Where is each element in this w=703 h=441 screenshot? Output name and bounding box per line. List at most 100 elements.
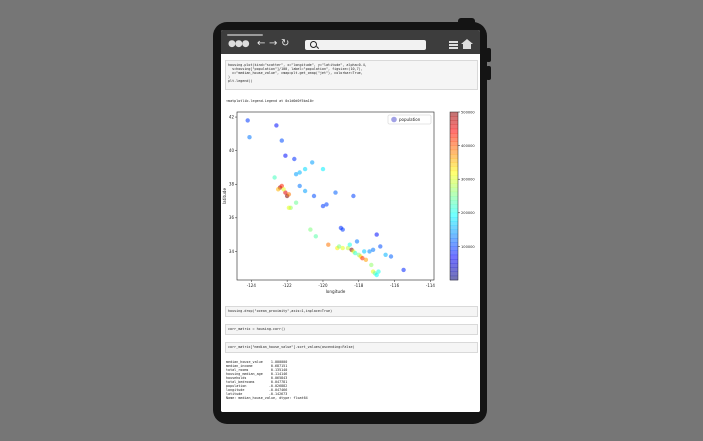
data-point xyxy=(274,123,279,128)
y-tick-label: 34 xyxy=(229,249,235,254)
colorbar-segment xyxy=(450,112,458,117)
colorbar-segment xyxy=(450,271,458,277)
data-point xyxy=(370,247,376,252)
data-point xyxy=(347,242,352,247)
notebook-content: housing.plot(kind="scatter", x="longitud… xyxy=(221,54,480,412)
code-cell-corr[interactable]: corr_matrix = housing.corr() xyxy=(225,324,478,335)
data-point xyxy=(376,269,381,274)
colorbar-segment xyxy=(450,154,458,159)
code-lines: housing.plot(kind="scatter", x="longitud… xyxy=(228,63,367,83)
output-line: households 0.065843 xyxy=(226,376,288,380)
data-point xyxy=(245,118,250,123)
output-line: median_house_value 1.000000 xyxy=(226,360,288,364)
forward-arrow-icon[interactable]: → xyxy=(269,38,278,49)
data-point xyxy=(283,153,288,158)
x-tick-label: -118 xyxy=(354,283,364,288)
data-point xyxy=(308,227,313,232)
data-point xyxy=(297,170,302,175)
colorbar-segment xyxy=(450,196,458,201)
reload-icon[interactable]: ↻ xyxy=(281,38,290,49)
data-point xyxy=(313,234,318,239)
tablet-camera-bump xyxy=(458,18,475,26)
colorbar-segment xyxy=(450,128,458,134)
colorbar-segment xyxy=(450,149,458,155)
colorbar-segment xyxy=(450,179,458,184)
colorbar-segment xyxy=(450,208,458,214)
colorbar-segment xyxy=(450,116,458,121)
colorbar-segment xyxy=(450,242,458,247)
data-point xyxy=(340,227,345,232)
data-point xyxy=(320,166,326,172)
plot-axes-frame xyxy=(236,111,435,281)
data-point xyxy=(281,187,286,192)
legend-label: population xyxy=(399,117,421,122)
colorbar-tick-label: 100000 xyxy=(461,245,475,249)
volume-up-button xyxy=(486,48,491,62)
colorbar-segment xyxy=(450,133,458,138)
data-point xyxy=(363,257,369,262)
colorbar-tick-label: 200000 xyxy=(461,211,475,215)
colorbar-segment xyxy=(450,250,458,256)
colorbar-segment xyxy=(450,137,458,142)
data-point xyxy=(374,272,379,278)
home-icon[interactable] xyxy=(461,39,473,49)
data-point xyxy=(283,190,288,195)
code-line: c="median_house_value", cmap=plt.get_cma… xyxy=(228,71,363,75)
data-point xyxy=(297,183,302,189)
code-line: housing.drop("ocean_proximity",axis=1,in… xyxy=(228,309,333,313)
address-bar[interactable] xyxy=(305,40,426,50)
colorbar-segment xyxy=(450,166,458,172)
y-axis-label: latitude xyxy=(222,188,227,204)
data-point xyxy=(292,156,297,162)
output-line: total_bedrooms 0.047781 xyxy=(226,380,288,384)
back-arrow-icon[interactable]: ← xyxy=(257,38,266,49)
data-point xyxy=(336,244,342,249)
menu-icon[interactable] xyxy=(449,41,458,49)
data-point xyxy=(272,175,277,180)
corr-output: median_house_value 1.000000 median_income… xyxy=(226,360,308,400)
data-point xyxy=(383,252,388,257)
code-cell-drop[interactable]: housing.drop("ocean_proximity",axis=1,in… xyxy=(225,306,478,317)
output-line: population -0.026882 xyxy=(226,384,288,388)
y-tick-label: 42 xyxy=(229,114,235,119)
x-axis-label: longitude xyxy=(326,289,346,294)
colorbar-tick-label: 400000 xyxy=(461,144,475,148)
colorbar-segment xyxy=(450,267,458,272)
colorbar-segment xyxy=(450,233,458,239)
colorbar-segment xyxy=(450,217,458,222)
output-line: longitude -0.047466 xyxy=(226,388,288,392)
cell-output-text: <matplotlib.legend.Legend at 0x1d0d0f5ba… xyxy=(226,99,314,103)
data-point xyxy=(362,249,367,254)
colorbar-segment xyxy=(450,229,458,235)
colorbar-segment xyxy=(450,259,458,264)
colorbar-segment xyxy=(450,162,458,167)
colorbar-segment xyxy=(450,124,458,130)
colorbar-segment xyxy=(450,187,458,193)
colorbar-segment xyxy=(450,212,458,218)
x-tick-label: -124 xyxy=(247,283,257,288)
code-line: s=housing["population"]/100, label="popu… xyxy=(228,67,363,71)
data-point xyxy=(345,245,351,251)
status-bar-line xyxy=(227,34,263,36)
colorbar-tick-label: 300000 xyxy=(461,178,475,182)
output-line: total_rooms 0.135140 xyxy=(226,368,288,372)
colorbar-segment xyxy=(450,254,458,260)
data-point xyxy=(324,202,329,207)
search-icon xyxy=(310,41,317,48)
code-cell-plot[interactable]: housing.plot(kind="scatter", x="longitud… xyxy=(225,60,478,90)
code-line: housing.plot(kind="scatter", x="longitud… xyxy=(228,63,367,67)
code-cell-sort[interactable]: corr_matrix["median_house_value"].sort_v… xyxy=(225,342,478,353)
colorbar-segment xyxy=(450,141,458,146)
data-point xyxy=(286,205,292,210)
data-point xyxy=(293,200,299,205)
data-point xyxy=(302,188,308,194)
y-tick-label: 36 xyxy=(229,215,235,220)
output-line: latitude -0.142673 xyxy=(226,392,288,396)
colorbar-segment xyxy=(450,238,458,243)
colorbar-segment xyxy=(450,120,458,125)
legend-box xyxy=(387,114,432,125)
colorbar-segment xyxy=(450,275,458,281)
legend-marker xyxy=(391,116,397,123)
data-point xyxy=(286,192,292,197)
more-dots-icon[interactable]: ●●● xyxy=(228,39,250,49)
